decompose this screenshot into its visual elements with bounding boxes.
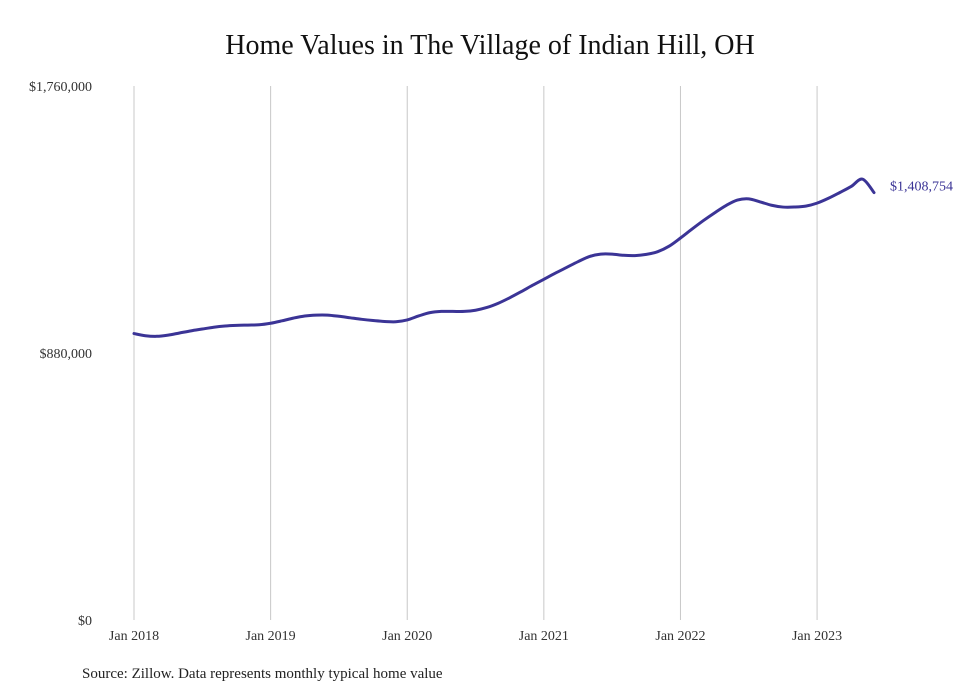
axis-labels: Jan 2018 Jan 2019 Jan 2020 Jan 2021 Jan 2022… — [29, 80, 842, 644]
x-tick-label: Jan 2023 — [792, 629, 842, 644]
y-tick-label: $1,760,000 — [29, 80, 92, 95]
source-note: Source: Zillow. Data represents monthly … — [82, 666, 443, 682]
y-tick-label: $880,000 — [40, 347, 93, 362]
end-value-label: $1,408,754 — [890, 180, 953, 195]
x-tick-label: Jan 2018 — [109, 629, 159, 644]
chart-title: Home Values in The Village of Indian Hil… — [225, 30, 755, 61]
x-tick-label: Jan 2019 — [246, 629, 296, 644]
series-layer: $1,408,754 — [132, 177, 953, 338]
x-tick-label: Jan 2020 — [382, 629, 432, 644]
series-line-0 — [132, 177, 876, 338]
y-tick-label: $0 — [78, 614, 92, 629]
x-tick-label: Jan 2022 — [655, 629, 705, 644]
x-tick-label: Jan 2021 — [519, 629, 569, 644]
gridlines — [133, 86, 818, 620]
